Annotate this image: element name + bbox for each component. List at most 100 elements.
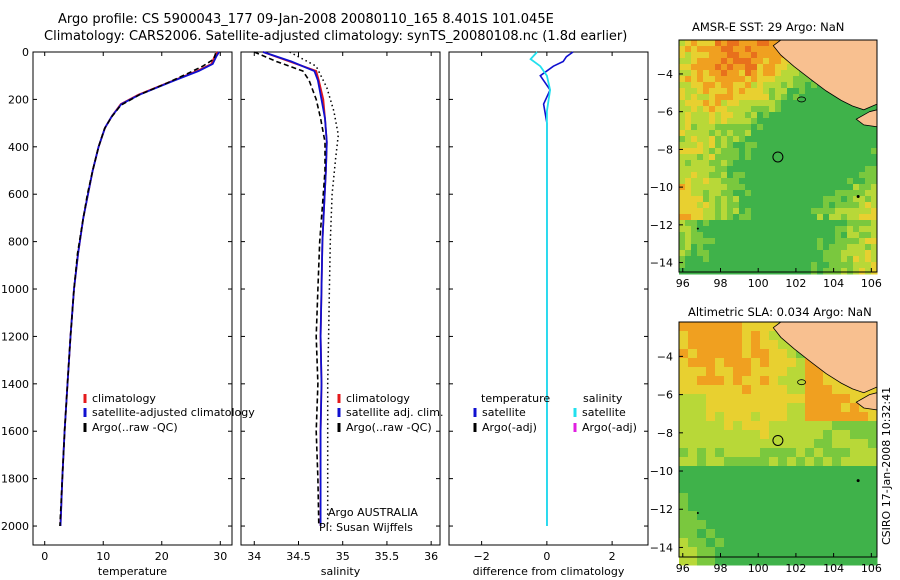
sla-map-cell [679, 421, 689, 431]
map-y-tick-label: −14 [650, 257, 673, 270]
sla-map-cell [742, 538, 752, 548]
sst-map-cell [727, 70, 734, 77]
sst-map-cell [685, 136, 692, 143]
sst-map-cell [775, 76, 782, 83]
sst-map-cell [745, 46, 752, 53]
legend-diff-sal-satellite: satellite [582, 406, 626, 419]
sst-map-cell [775, 232, 782, 239]
sst-map-cell [769, 100, 776, 107]
sst-map-cell [829, 142, 836, 149]
sst-map-cell [727, 262, 734, 269]
sla-map-cell [742, 493, 752, 503]
sst-map-cell [691, 256, 698, 263]
sla-map-cell [859, 511, 869, 521]
sst-map-cell [715, 130, 722, 137]
sla-map-cell [850, 529, 860, 539]
sla-map-cell [769, 385, 779, 395]
y-tick-label: 800 [8, 236, 29, 249]
sst-map-cell [787, 70, 794, 77]
sst-map-cell [823, 136, 830, 143]
sst-map-cell [739, 100, 746, 107]
sst-map-cell [697, 244, 704, 251]
sst-map-cell [751, 178, 758, 185]
sst-map-cell [865, 196, 872, 203]
sst-map-cell [775, 202, 782, 209]
legend-diff-sal-argo: Argo(-adj) [582, 421, 637, 434]
sla-map-cell [706, 448, 716, 458]
sst-map-cell [865, 232, 872, 239]
sst-map-cell [703, 190, 710, 197]
argo-australia-annotation: Argo AUSTRALIA [328, 506, 418, 519]
sst-map-cell [685, 130, 692, 137]
map-x-tick-label: 104 [823, 277, 844, 290]
sla-map-cell [823, 430, 833, 440]
map-x-tick-label: 104 [823, 562, 844, 575]
sst-map-cell [793, 142, 800, 149]
sst-map-cell [745, 136, 752, 143]
sla-map-cell [778, 394, 788, 404]
sst-map-cell [763, 196, 770, 203]
sst-map-cell [847, 172, 854, 179]
sst-map-cell [751, 82, 758, 89]
sla-map-cell [805, 511, 815, 521]
sst-map-cell [715, 268, 722, 275]
sst-map-cell [739, 76, 746, 83]
sla-map-cell [823, 484, 833, 494]
sst-map-cell [685, 202, 692, 209]
sst-map-cell [787, 130, 794, 137]
sst-map-cell [775, 58, 782, 65]
sla-map-cell [805, 547, 815, 557]
map-x-tick-label: 96 [676, 562, 690, 575]
sst-map-cell [715, 226, 722, 233]
sst-map-cell [799, 112, 806, 119]
sst-map-cell [799, 232, 806, 239]
sla-map-cell [751, 511, 761, 521]
sla-map-cell [814, 367, 824, 377]
sst-map-cell [727, 220, 734, 227]
sst-map-cell [811, 202, 818, 209]
sst-map-cell [709, 106, 716, 113]
sst-map-cell [709, 202, 716, 209]
sla-map-cell [850, 448, 860, 458]
map-x-tick-label: 100 [748, 277, 769, 290]
sla-map-cell [724, 376, 734, 386]
sla-map-cell [751, 421, 761, 431]
sla-map-cell [787, 358, 797, 368]
sla-map-cell [805, 394, 815, 404]
sst-map-cell [799, 124, 806, 131]
sst-map-cell [745, 112, 752, 119]
sst-map-cell [817, 238, 824, 245]
sst-map-cell [853, 148, 860, 155]
sla-map-cell [706, 529, 716, 539]
sst-map-cell [751, 256, 758, 263]
sst-map-cell [763, 178, 770, 185]
sst-map-cell [829, 136, 836, 143]
sst-map-cell [859, 244, 866, 251]
sla-map-cell [850, 475, 860, 485]
sla-map-cell [778, 529, 788, 539]
sst-map-cell [745, 64, 752, 71]
sst-map-cell [703, 52, 710, 59]
sst-map-cell [805, 250, 812, 257]
sla-map-cell [796, 448, 806, 458]
sla-map-cell [832, 529, 842, 539]
sst-map-cell [721, 124, 728, 131]
sst-map-cell [805, 148, 812, 155]
sst-map-cell [685, 100, 692, 107]
sst-map-cell [679, 148, 686, 155]
sla-map-cell [859, 466, 869, 476]
map-x-tick-label: 100 [748, 562, 769, 575]
sst-map-cell [811, 148, 818, 155]
sst-map-cell [679, 178, 686, 185]
sst-map-cell [691, 208, 698, 215]
sla-map-cell [724, 529, 734, 539]
sla-map-cell [841, 448, 851, 458]
sst-map-cell [835, 112, 842, 119]
sla-map-cell [733, 376, 743, 386]
sst-map-cell [709, 154, 716, 161]
sst-map-cell [727, 214, 734, 221]
sst-map-cell [721, 238, 728, 245]
sla-map-island [696, 512, 699, 515]
sst-map-cell [739, 214, 746, 221]
sst-map-cell [685, 142, 692, 149]
